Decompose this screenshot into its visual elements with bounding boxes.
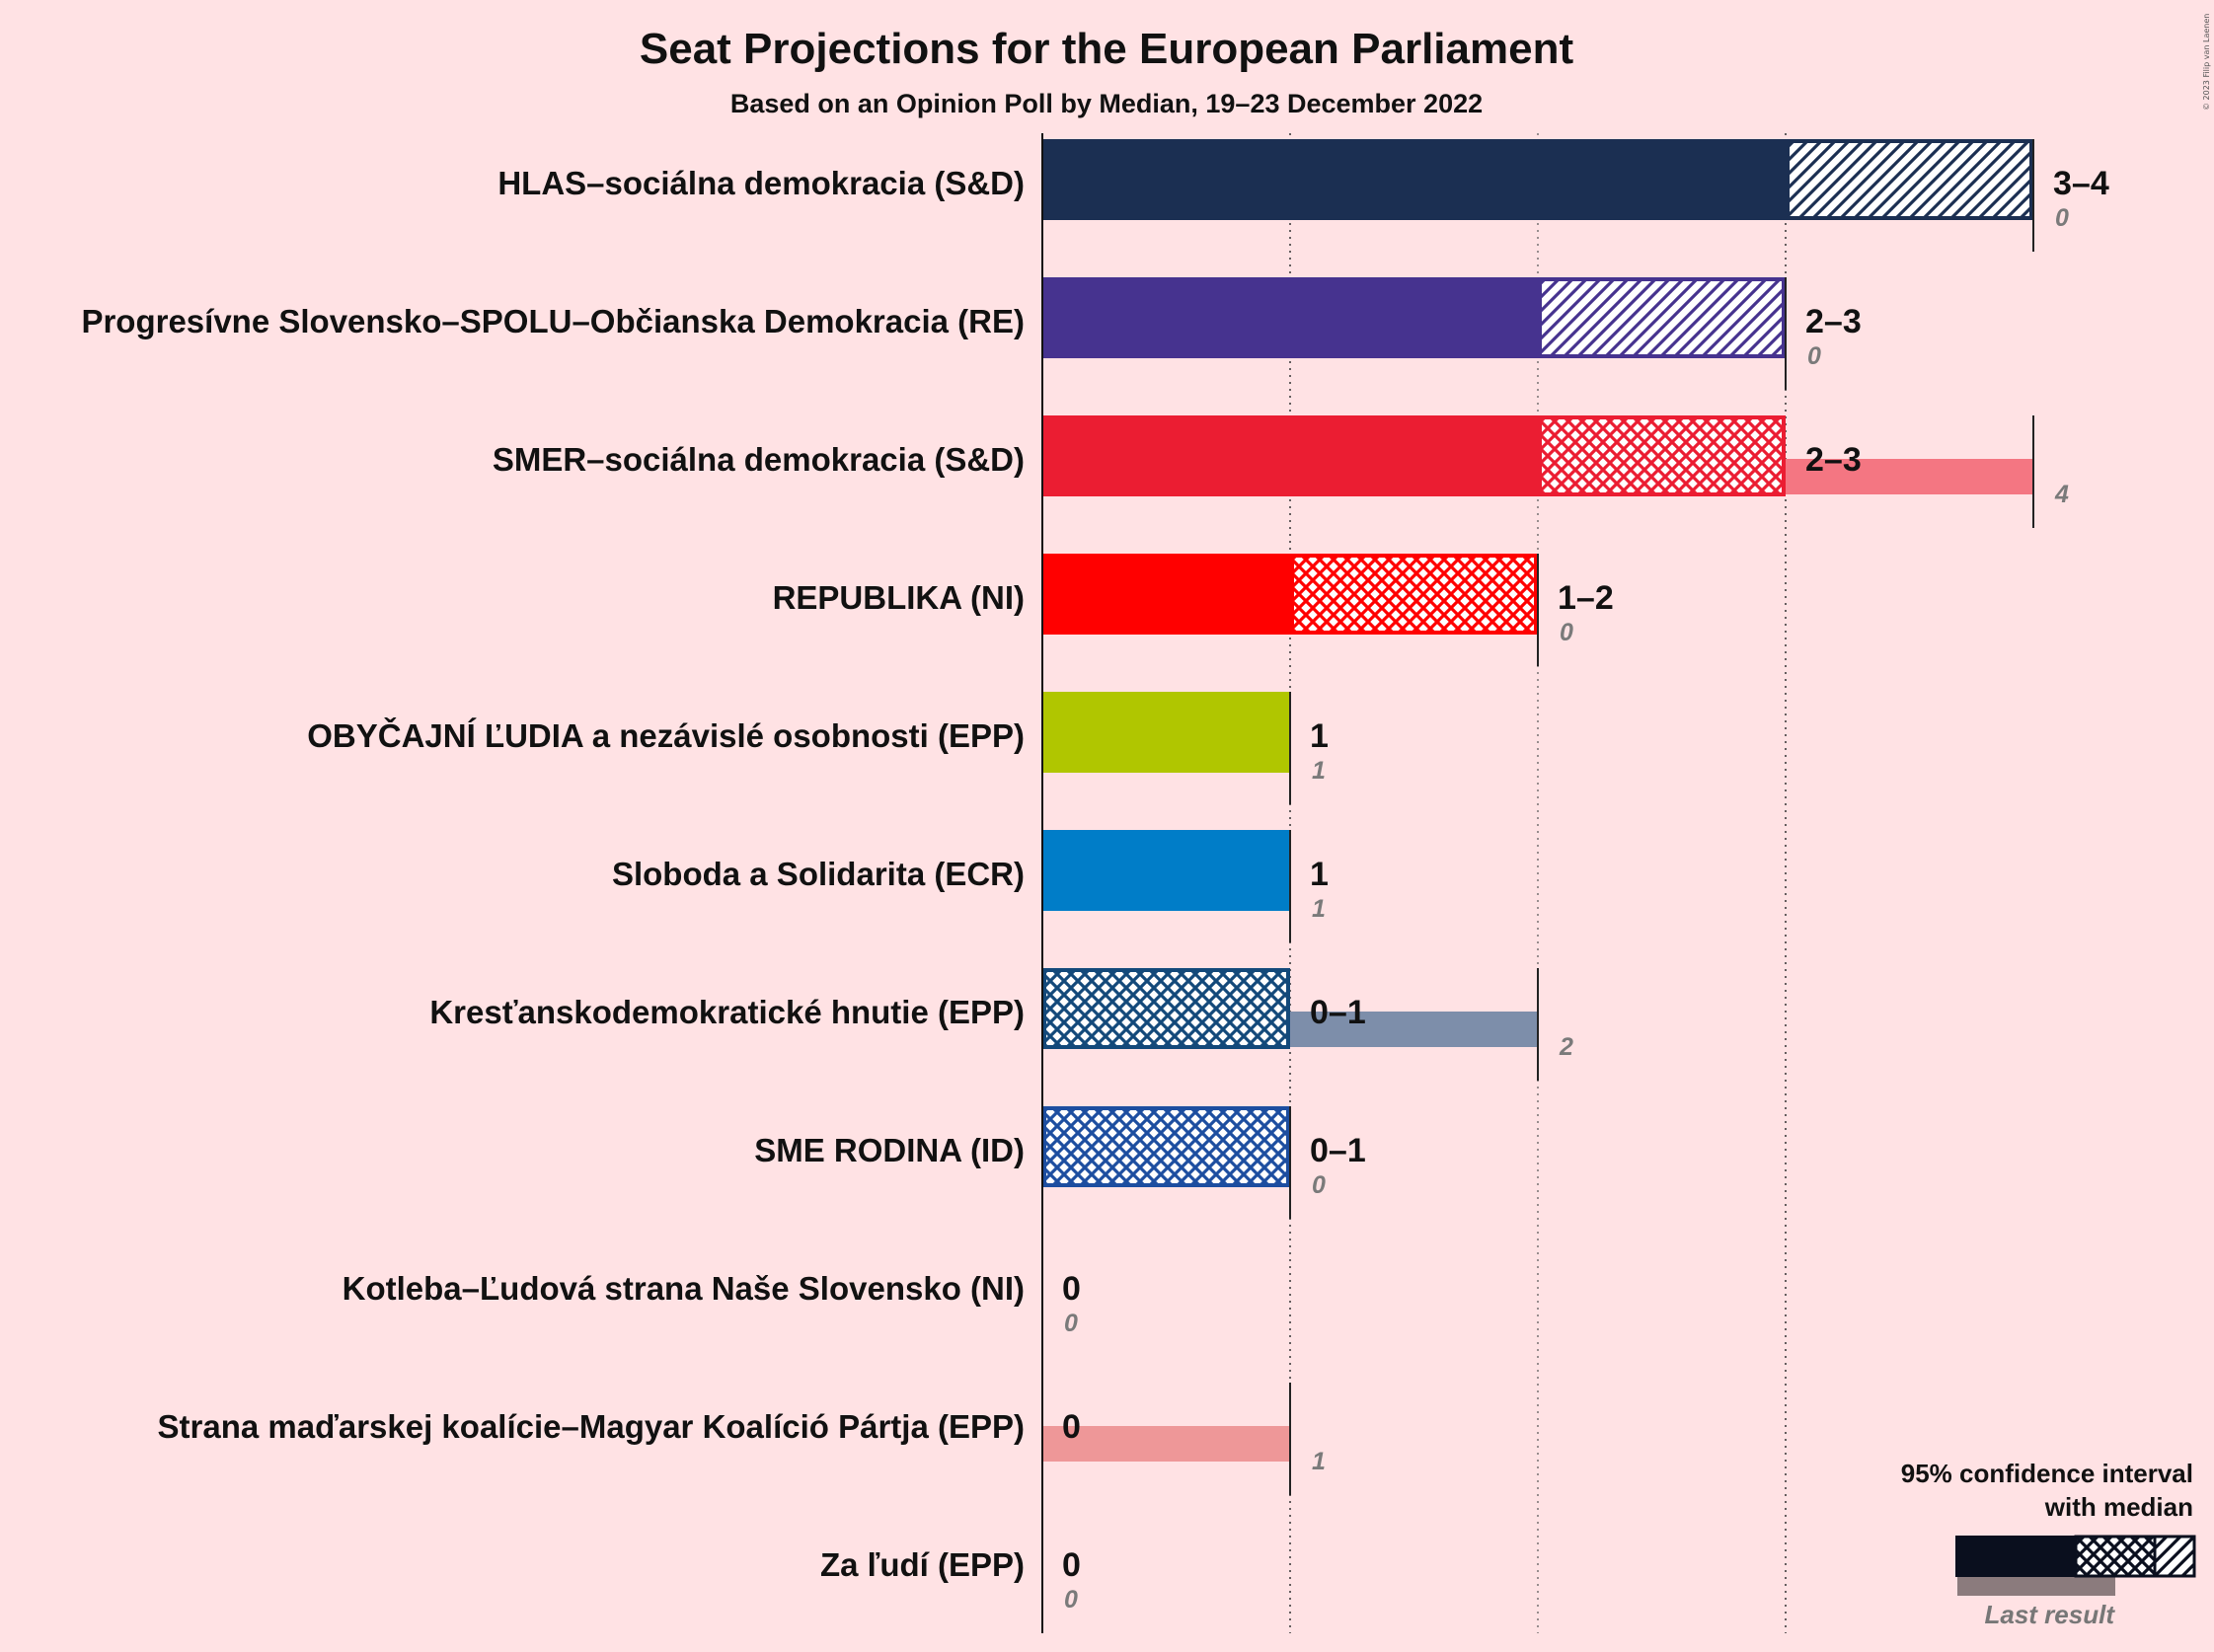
legend-cross-swatch — [2074, 1535, 2157, 1578]
chart-subtitle: Based on an Opinion Poll by Median, 19–2… — [730, 89, 1483, 118]
last-result-label: 1 — [1312, 757, 1326, 785]
legend-solid-swatch — [1955, 1536, 2076, 1577]
last-result-bar — [1042, 1426, 1290, 1462]
last-result-label: 1 — [1312, 1448, 1326, 1475]
party-row: REPUBLIKA (NI) 1–20 — [773, 554, 1614, 666]
legend-last-result-label: Last result — [1985, 1600, 2116, 1629]
party-label: HLAS–sociálna demokracia (S&D) — [497, 165, 1025, 201]
seat-range-label: 1 — [1310, 856, 1329, 893]
last-result-label: 2 — [1559, 1033, 1573, 1061]
last-result-label: 0 — [1064, 1310, 1078, 1337]
party-label: Strana maďarskej koalície–Magyar Koalíci… — [158, 1408, 1025, 1445]
bar-confidence-interval — [1290, 554, 1538, 635]
bar-solid — [1042, 692, 1290, 773]
seat-range-label: 3–4 — [2053, 165, 2109, 202]
party-row: Kotleba–Ľudová strana Naše Slovensko (NI… — [343, 1270, 1081, 1337]
bar-solid — [1042, 277, 1538, 358]
copyright-note: © 2023 Filip van Laenen — [2202, 14, 2211, 111]
seat-range-label: 0 — [1062, 1408, 1081, 1446]
party-row: Sloboda a Solidarita (ECR) 11 — [612, 830, 1329, 942]
last-result-label: 0 — [1560, 619, 1573, 646]
bar-confidence-interval — [1042, 968, 1290, 1049]
party-label: Sloboda a Solidarita (ECR) — [612, 856, 1025, 892]
bar-solid — [1042, 830, 1290, 911]
last-result-label: 0 — [1807, 342, 1821, 370]
party-label: OBYČAJNÍ ĽUDIA a nezávislé osobnosti (EP… — [307, 716, 1025, 754]
party-row: SMER–sociálna demokracia (S&D) 2–3 4 — [493, 415, 2069, 528]
party-label: Kotleba–Ľudová strana Naše Slovensko (NI… — [343, 1270, 1025, 1307]
party-label: Progresívne Slovensko–SPOLU–Občianska De… — [81, 303, 1025, 339]
seat-range-label: 1–2 — [1558, 579, 1614, 617]
legend: 95% confidence interval with median Last r… — [1901, 1459, 2196, 1629]
bar-confidence-interval — [1042, 1106, 1290, 1187]
party-row: SME RODINA (ID) 0–10 — [754, 1106, 1366, 1219]
party-row: Progresívne Slovensko–SPOLU–Občianska De… — [81, 277, 1862, 390]
party-label: Za ľudí (EPP) — [820, 1546, 1025, 1583]
legend-hatch-swatch — [2153, 1535, 2196, 1578]
bar-solid — [1042, 139, 1786, 220]
party-row: Za ľudí (EPP) 00 — [820, 1546, 1081, 1614]
bar-confidence-interval — [1538, 415, 1786, 496]
party-row: HLAS–sociálna demokracia (S&D) 3–40 — [497, 139, 2109, 252]
bars-group: HLAS–sociálna demokracia (S&D) 3–40Progre… — [81, 133, 2109, 1633]
seat-range-label: 0–1 — [1310, 1132, 1366, 1169]
last-result-label: 1 — [1312, 895, 1326, 923]
last-result-label: 0 — [1064, 1586, 1078, 1614]
last-result-label: 4 — [2054, 481, 2069, 508]
seat-range-label: 0 — [1062, 1270, 1081, 1308]
seat-range-label: 0 — [1062, 1546, 1081, 1584]
legend-last-result-swatch — [1957, 1574, 2115, 1596]
bar-confidence-interval — [1538, 277, 1786, 358]
party-row: OBYČAJNÍ ĽUDIA a nezávislé osobnosti (EP… — [307, 692, 1329, 804]
bar-solid — [1042, 554, 1290, 635]
last-result-label: 0 — [1312, 1171, 1326, 1199]
party-row: Kresťanskodemokratické hnutie (EPP) 0–1 2 — [429, 968, 1573, 1081]
party-row: Strana maďarskej koalície–Magyar Koalíci… — [158, 1383, 1326, 1495]
bar-solid — [1042, 415, 1538, 496]
last-result-label: 0 — [2055, 204, 2069, 232]
legend-title-line2: with median — [2044, 1492, 2193, 1522]
seat-range-label: 0–1 — [1310, 994, 1366, 1031]
seat-range-label: 2–3 — [1805, 441, 1862, 479]
chart-title: Seat Projections for the European Parlia… — [640, 25, 1574, 73]
party-label: Kresťanskodemokratické hnutie (EPP) — [429, 994, 1025, 1030]
party-label: REPUBLIKA (NI) — [773, 579, 1025, 616]
party-label: SME RODINA (ID) — [754, 1132, 1025, 1168]
party-label: SMER–sociálna demokracia (S&D) — [493, 441, 1025, 478]
seat-range-label: 2–3 — [1805, 303, 1862, 340]
bar-confidence-interval — [1786, 139, 2033, 220]
legend-title-line1: 95% confidence interval — [1901, 1459, 2193, 1488]
seat-range-label: 1 — [1310, 717, 1329, 755]
